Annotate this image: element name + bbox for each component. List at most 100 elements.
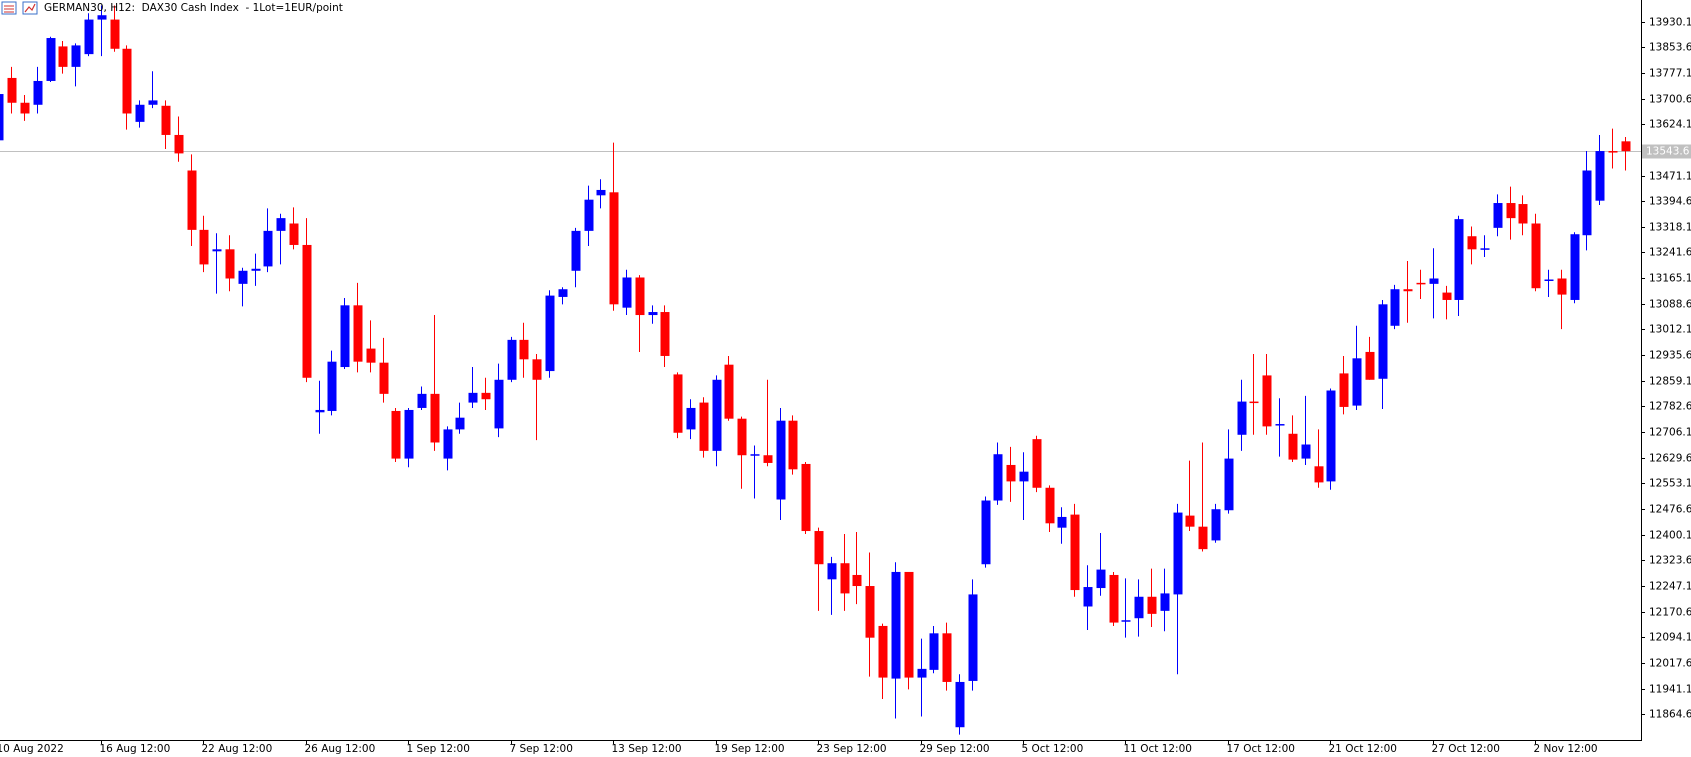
x-tick-label: 19 Sep 12:00 xyxy=(715,743,785,755)
candle-body xyxy=(507,339,517,380)
candle-body xyxy=(187,170,197,230)
candle-body xyxy=(263,230,273,267)
candle-body xyxy=(455,417,465,430)
candle-body xyxy=(33,80,43,105)
candle-body xyxy=(327,361,337,411)
current-price-label: 13543.6 xyxy=(1646,146,1690,158)
candle-body xyxy=(391,410,401,459)
candle-body xyxy=(1506,203,1516,219)
y-tick-label: 13853.6 xyxy=(1649,42,1691,54)
candle-body xyxy=(1608,151,1618,153)
candle-body xyxy=(225,249,235,279)
candle-body xyxy=(1531,223,1541,289)
candle-body xyxy=(1032,439,1042,488)
candle-body xyxy=(1237,401,1247,435)
y-tick-label: 12094.1 xyxy=(1649,632,1691,644)
y-tick-label: 13624.1 xyxy=(1649,119,1691,131)
candle-body xyxy=(993,454,1003,501)
candle-body xyxy=(1045,487,1055,524)
candle-body xyxy=(519,339,529,360)
candle-body xyxy=(1006,464,1016,482)
candle-body xyxy=(46,38,56,81)
candle-body xyxy=(596,189,606,196)
y-tick-label: 12400.1 xyxy=(1649,530,1691,542)
candle-body xyxy=(1147,596,1157,614)
candle-body xyxy=(1352,358,1362,406)
y-tick-label: 13777.1 xyxy=(1649,68,1691,80)
candle-body xyxy=(1582,170,1592,236)
x-tick-label: 2 Nov 12:00 xyxy=(1534,743,1598,755)
x-tick-label: 29 Sep 12:00 xyxy=(920,743,990,755)
candle-body xyxy=(481,392,491,400)
candle-body xyxy=(1621,141,1631,152)
y-tick-label: 13318.1 xyxy=(1649,222,1691,234)
candle-body xyxy=(1185,515,1195,527)
candle-body xyxy=(404,409,414,459)
candle-body xyxy=(276,218,286,231)
candle-body xyxy=(1442,292,1452,300)
candle-body xyxy=(1301,444,1311,459)
y-tick-label: 12629.6 xyxy=(1649,453,1691,465)
chart-title: GERMAN30, H12: DAX30 Cash Index - 1Lot=1… xyxy=(44,2,343,14)
y-tick-label: 12017.6 xyxy=(1649,658,1691,670)
candle-body xyxy=(917,668,927,678)
candle-body xyxy=(199,229,209,265)
candle-body xyxy=(1339,373,1349,407)
candle-body xyxy=(71,45,81,67)
candle-body xyxy=(1314,466,1324,483)
candle-body xyxy=(1019,471,1029,482)
candle-body xyxy=(1198,526,1208,550)
y-tick-label: 13088.6 xyxy=(1649,299,1691,311)
candle-body xyxy=(865,586,875,638)
y-tick-label: 13700.6 xyxy=(1649,94,1691,106)
candle-body xyxy=(1365,351,1375,380)
candle-body xyxy=(1518,204,1528,224)
candle-body xyxy=(135,104,145,122)
candle-body xyxy=(571,230,581,271)
candle-body xyxy=(353,305,363,362)
candle-body xyxy=(699,402,709,451)
candle-body xyxy=(0,94,4,141)
candle-body xyxy=(174,134,184,154)
candle-body xyxy=(942,633,952,682)
x-tick-label: 11 Oct 12:00 xyxy=(1124,743,1192,755)
icon-list[interactable] xyxy=(1,1,17,15)
candle-body xyxy=(1326,390,1336,482)
x-tick-label: 17 Oct 12:00 xyxy=(1227,743,1295,755)
candle-body xyxy=(878,625,888,678)
candle-body xyxy=(315,409,325,413)
header-icons xyxy=(1,1,38,15)
candle-body xyxy=(622,277,632,308)
candle-body xyxy=(302,244,312,378)
candle-body xyxy=(1288,433,1298,460)
candle-body xyxy=(97,15,107,20)
candle-body xyxy=(148,100,158,105)
candle-body xyxy=(1390,289,1400,326)
candle-body xyxy=(1134,596,1144,619)
candle-body xyxy=(1249,401,1259,404)
candle-body xyxy=(1083,587,1093,607)
candle-body xyxy=(558,289,568,297)
candle-body xyxy=(1480,248,1490,250)
x-tick-label: 13 Sep 12:00 xyxy=(612,743,682,755)
candle-body xyxy=(1403,289,1413,292)
candle-body xyxy=(840,563,850,594)
candle-body xyxy=(1275,424,1285,426)
y-tick-label: 12706.1 xyxy=(1649,427,1691,439)
x-tick-label: 10 Aug 2022 xyxy=(0,743,64,755)
candle-body xyxy=(1096,569,1106,589)
x-tick-label: 5 Oct 12:00 xyxy=(1022,743,1084,755)
candle-body xyxy=(1160,593,1170,611)
candle-body xyxy=(955,681,965,728)
candle-body xyxy=(776,420,786,500)
candle-body xyxy=(609,192,619,305)
candle-body xyxy=(1173,512,1183,595)
current-price-box xyxy=(1642,144,1691,159)
candle-body xyxy=(1557,278,1567,295)
candle-body xyxy=(750,454,760,456)
candle-body xyxy=(1224,458,1234,511)
candle-body xyxy=(1109,574,1119,623)
